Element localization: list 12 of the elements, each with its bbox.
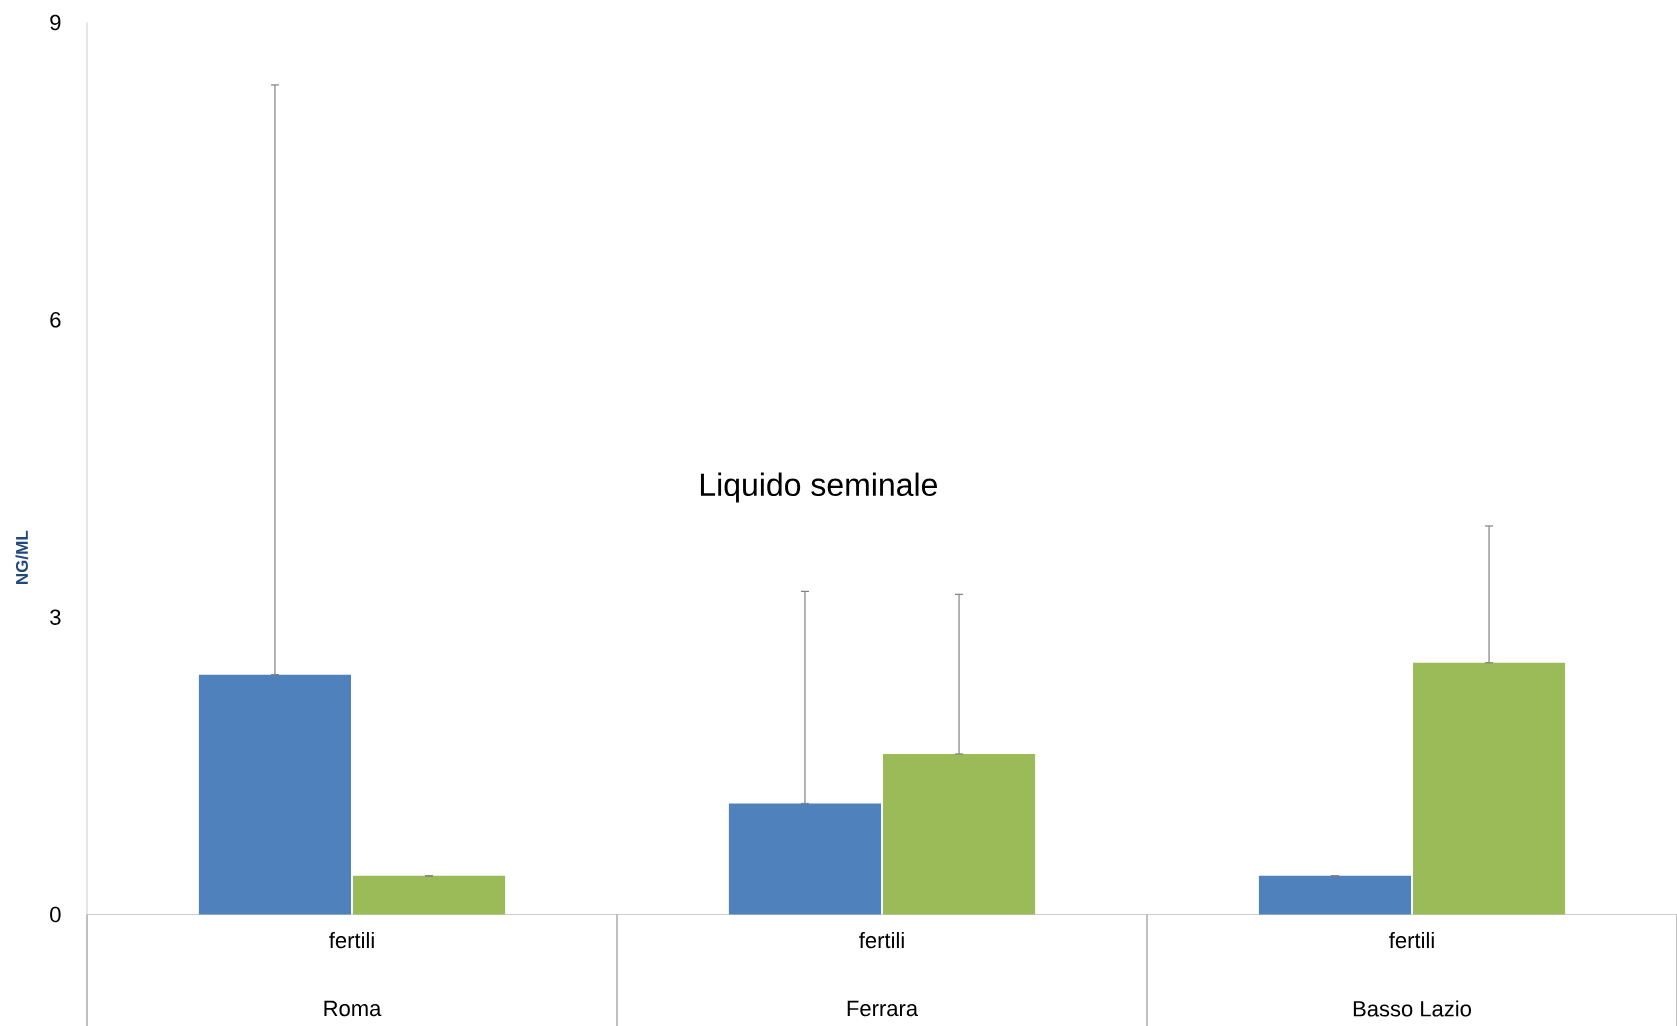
x-tick-label: fertili [859,932,904,949]
y-axis-title: NG/ML [15,530,29,584]
text: Ferrara [847,1000,919,1017]
x-tick-label: fertili [1389,932,1434,949]
y-tick-label: 0 [50,906,61,923]
text: Basso Lazio [1353,1000,1471,1017]
text: Liquido seminale [700,472,937,503]
y-tick-label: 3 [50,609,61,625]
y-tick-label: 9 [50,14,61,31]
x-tick-label: fertili [329,932,374,949]
text: Roma [324,1000,382,1017]
y-tick-label: 6 [50,312,61,328]
